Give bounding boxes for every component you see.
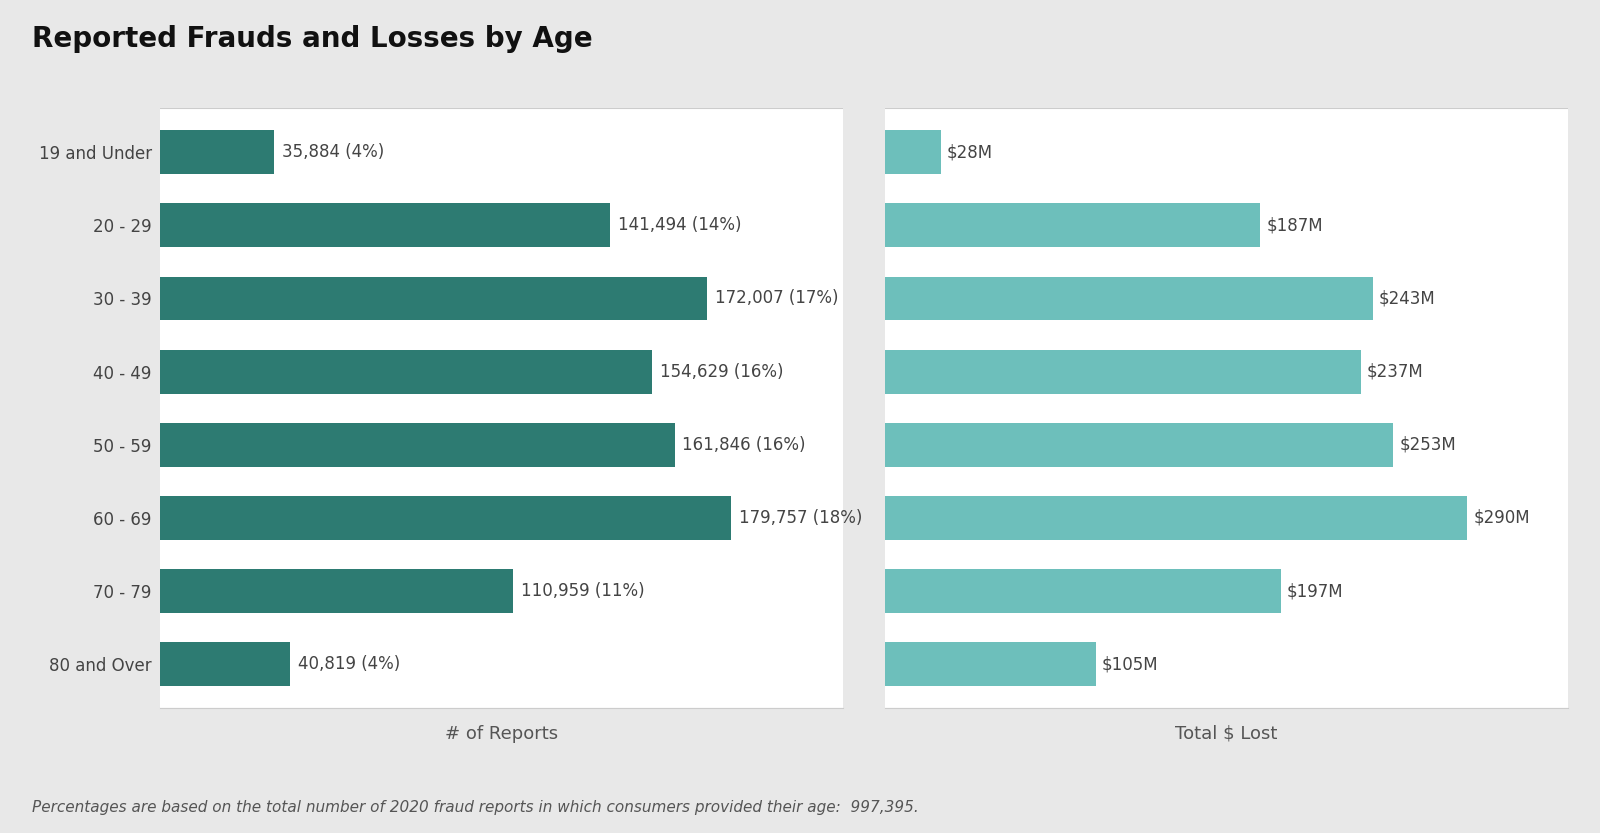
Text: $243M: $243M — [1379, 289, 1435, 307]
Text: $290M: $290M — [1474, 509, 1530, 527]
X-axis label: Total $ Lost: Total $ Lost — [1174, 725, 1277, 743]
Bar — [885, 496, 1467, 540]
Text: 35,884 (4%): 35,884 (4%) — [282, 143, 384, 161]
Bar — [885, 277, 1373, 321]
Text: 161,846 (16%): 161,846 (16%) — [683, 436, 806, 454]
Text: 154,629 (16%): 154,629 (16%) — [659, 362, 782, 381]
Text: 40,819 (4%): 40,819 (4%) — [298, 656, 400, 673]
X-axis label: # of Reports: # of Reports — [445, 725, 558, 743]
Bar — [160, 277, 707, 321]
Text: 141,494 (14%): 141,494 (14%) — [618, 217, 741, 234]
Bar — [160, 569, 512, 613]
Text: Percentages are based on the total number of 2020 fraud reports in which consume: Percentages are based on the total numbe… — [32, 800, 918, 815]
Bar — [885, 642, 1096, 686]
Text: 179,757 (18%): 179,757 (18%) — [739, 509, 862, 527]
Text: $253M: $253M — [1398, 436, 1456, 454]
Text: $237M: $237M — [1366, 362, 1424, 381]
Bar — [160, 350, 651, 393]
Text: Reported Frauds and Losses by Age: Reported Frauds and Losses by Age — [32, 25, 592, 53]
Bar — [885, 423, 1394, 466]
Text: 110,959 (11%): 110,959 (11%) — [520, 582, 645, 600]
Text: $187M: $187M — [1267, 217, 1323, 234]
Text: $197M: $197M — [1286, 582, 1342, 600]
Bar — [885, 569, 1280, 613]
Bar — [885, 203, 1261, 247]
Text: $105M: $105M — [1102, 656, 1158, 673]
Bar — [885, 130, 941, 174]
Bar — [160, 642, 290, 686]
Text: 172,007 (17%): 172,007 (17%) — [715, 289, 838, 307]
Bar — [160, 423, 675, 466]
Bar — [160, 130, 274, 174]
Bar — [885, 350, 1362, 393]
Bar — [160, 203, 610, 247]
Text: $28M: $28M — [947, 143, 994, 161]
Bar — [160, 496, 731, 540]
